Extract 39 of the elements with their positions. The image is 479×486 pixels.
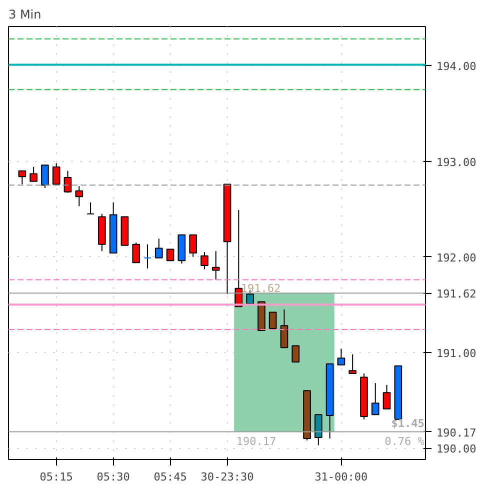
candlestick [189,234,197,258]
candlestick [64,170,72,194]
candlestick [337,348,346,366]
annotation: $1.45 [391,416,424,430]
candlestick [30,166,38,182]
y-tick-label: 193.00 [436,156,476,169]
candlestick [154,238,163,258]
y-tick-label: 194.00 [436,60,476,74]
y-tick-label: 191.00 [436,346,476,360]
candlestick [212,250,220,280]
x-tick-label: 05:15 [40,470,73,484]
annotation: 191.62 [240,282,281,296]
candlestick [268,312,277,330]
ref-line-label: 190.17 [436,426,476,440]
candlestick [132,242,140,264]
candlestick [348,354,356,374]
candlestick [371,382,380,416]
candlestick [280,308,288,348]
candlestick [52,162,60,185]
chart-title: 3 Min [8,8,42,22]
candlestick [86,202,94,214]
annotation: 0.76 % [384,434,425,448]
candlestick [314,414,322,446]
candlestick [18,170,26,185]
y-tick-label: 190.00 [436,442,476,456]
ref-line-label: 191.62 [436,288,476,301]
x-tick-label: 05:30 [96,470,130,484]
annotation: 190.17 [236,434,276,448]
candlestick [166,248,174,262]
candlestick [292,345,300,363]
candlestick [200,252,208,270]
x-tick-label: 30-23:30 [200,470,254,484]
y-tick-label: 192.00 [436,251,476,264]
candlestick [382,384,391,410]
x-tick-label: 31-00:00 [314,470,368,484]
candlestick [75,186,84,207]
candlestick [41,164,49,189]
x-tick-label: 05:45 [154,470,187,484]
candlestick [144,244,152,269]
